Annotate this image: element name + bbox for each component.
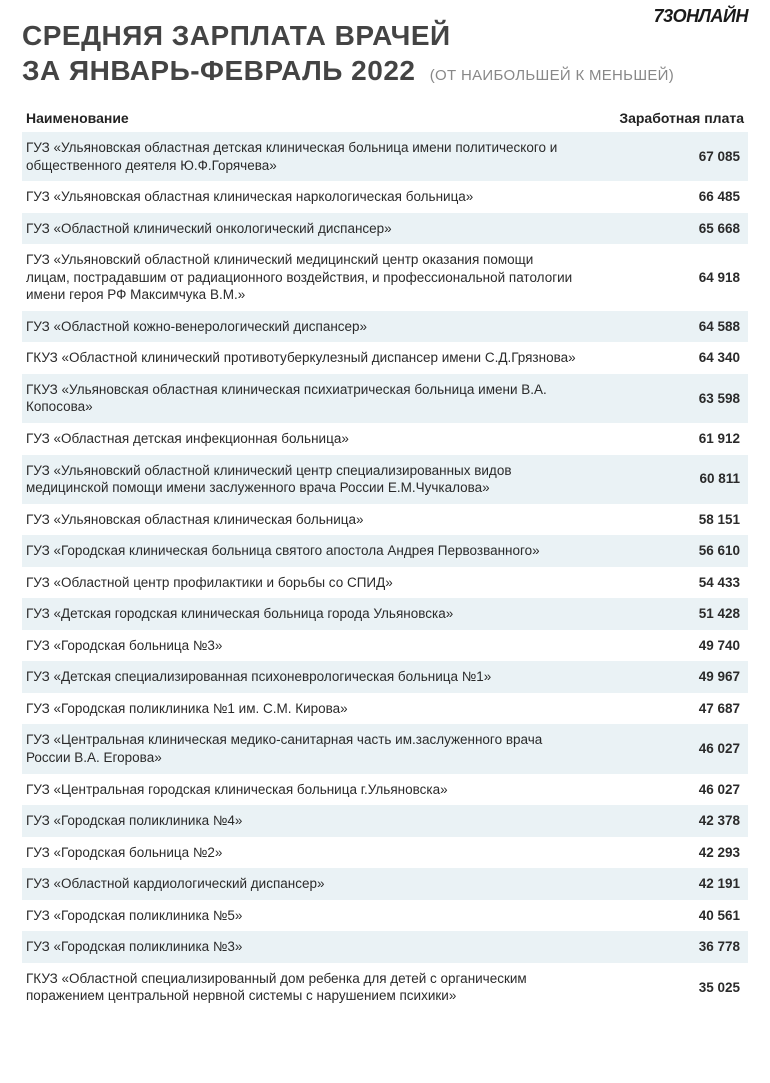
cell-salary: 46 027	[588, 774, 748, 806]
cell-salary: 51 428	[588, 598, 748, 630]
title-line1: СРЕДНЯЯ ЗАРПЛАТА ВРАЧЕЙ	[22, 20, 451, 51]
cell-salary: 35 025	[588, 963, 748, 1012]
table-row: ГУЗ «Областная детская инфекционная боль…	[22, 423, 748, 455]
salary-table: ГУЗ «Ульяновская областная детская клини…	[22, 132, 748, 1012]
table-row: ГУЗ «Городская больница №2»42 293	[22, 837, 748, 869]
col-header-name: Наименование	[26, 110, 129, 126]
table-row: ГУЗ «Городская поликлиника №1 им. С.М. К…	[22, 693, 748, 725]
cell-name: ГУЗ «Городская поликлиника №1 им. С.М. К…	[22, 693, 588, 725]
cell-salary: 67 085	[588, 132, 748, 181]
table-row: ГУЗ «Ульяновская областная детская клини…	[22, 132, 748, 181]
table-row: ГКУЗ «Областной клинический противотубер…	[22, 342, 748, 374]
brand-logo: 73ОНЛАЙН	[654, 6, 748, 27]
cell-name: ГУЗ «Центральная городская клиническая б…	[22, 774, 588, 806]
table-row: ГКУЗ «Областной специализированный дом р…	[22, 963, 748, 1012]
table-row: ГУЗ «Детская городская клиническая больн…	[22, 598, 748, 630]
cell-salary: 42 293	[588, 837, 748, 869]
table-row: ГУЗ «Ульяновский областной клинический ц…	[22, 455, 748, 504]
cell-salary: 56 610	[588, 535, 748, 567]
cell-salary: 40 561	[588, 900, 748, 932]
cell-salary: 66 485	[588, 181, 748, 213]
cell-name: ГУЗ «Ульяновская областная клиническая б…	[22, 504, 588, 536]
cell-name: ГУЗ «Городская больница №3»	[22, 630, 588, 662]
cell-name: ГКУЗ «Ульяновская областная клиническая …	[22, 374, 588, 423]
cell-name: ГУЗ «Областной кардиологический диспансе…	[22, 868, 588, 900]
table-row: ГУЗ «Городская поликлиника №3»36 778	[22, 931, 748, 963]
table-row: ГУЗ «Ульяновская областная клиническая б…	[22, 504, 748, 536]
table-header: Наименование Заработная плата	[22, 110, 748, 132]
cell-name: ГУЗ «Детская городская клиническая больн…	[22, 598, 588, 630]
table-row: ГУЗ «Городская клиническая больница свят…	[22, 535, 748, 567]
cell-name: ГУЗ «Ульяновская областная детская клини…	[22, 132, 588, 181]
table-row: ГУЗ «Областной кожно-венерологический ди…	[22, 311, 748, 343]
table-row: ГУЗ «Центральная городская клиническая б…	[22, 774, 748, 806]
cell-salary: 49 967	[588, 661, 748, 693]
cell-salary: 42 191	[588, 868, 748, 900]
cell-name: ГУЗ «Городская больница №2»	[22, 837, 588, 869]
cell-salary: 63 598	[588, 374, 748, 423]
title-line2: ЗА ЯНВАРЬ-ФЕВРАЛЬ 2022	[22, 55, 415, 86]
cell-name: ГУЗ «Областная детская инфекционная боль…	[22, 423, 588, 455]
table-row: ГУЗ «Областной клинический онкологически…	[22, 213, 748, 245]
cell-salary: 64 588	[588, 311, 748, 343]
table-row: ГУЗ «Областной центр профилактики и борь…	[22, 567, 748, 599]
table-row: ГУЗ «Ульяновская областная клиническая н…	[22, 181, 748, 213]
cell-salary: 58 151	[588, 504, 748, 536]
table-row: ГУЗ «Городская поликлиника №4»42 378	[22, 805, 748, 837]
cell-salary: 64 918	[588, 244, 748, 311]
cell-name: ГУЗ «Центральная клиническая медико-сани…	[22, 724, 588, 773]
cell-name: ГУЗ «Детская специализированная психонев…	[22, 661, 588, 693]
title-subtitle: (ОТ НАИБОЛЬШЕЙ К МЕНЬШЕЙ)	[430, 67, 674, 84]
cell-name: ГУЗ «Городская клиническая больница свят…	[22, 535, 588, 567]
cell-name: ГКУЗ «Областной специализированный дом р…	[22, 963, 588, 1012]
cell-salary: 47 687	[588, 693, 748, 725]
table-row: ГУЗ «Центральная клиническая медико-сани…	[22, 724, 748, 773]
cell-salary: 65 668	[588, 213, 748, 245]
col-header-salary: Заработная плата	[619, 110, 744, 126]
cell-name: ГУЗ «Городская поликлиника №4»	[22, 805, 588, 837]
cell-name: ГУЗ «Городская поликлиника №5»	[22, 900, 588, 932]
cell-name: ГУЗ «Областной кожно-венерологический ди…	[22, 311, 588, 343]
page-title: СРЕДНЯЯ ЗАРПЛАТА ВРАЧЕЙ ЗА ЯНВАРЬ-ФЕВРАЛ…	[22, 18, 748, 88]
cell-salary: 36 778	[588, 931, 748, 963]
cell-name: ГУЗ «Городская поликлиника №3»	[22, 931, 588, 963]
table-row: ГУЗ «Ульяновский областной клинический м…	[22, 244, 748, 311]
table-row: ГУЗ «Городская поликлиника №5»40 561	[22, 900, 748, 932]
cell-name: ГКУЗ «Областной клинический противотубер…	[22, 342, 588, 374]
table-row: ГУЗ «Детская специализированная психонев…	[22, 661, 748, 693]
cell-salary: 49 740	[588, 630, 748, 662]
cell-salary: 60 811	[588, 455, 748, 504]
cell-name: ГУЗ «Ульяновская областная клиническая н…	[22, 181, 588, 213]
cell-salary: 46 027	[588, 724, 748, 773]
table-row: ГУЗ «Городская больница №3»49 740	[22, 630, 748, 662]
cell-name: ГУЗ «Областной клинический онкологически…	[22, 213, 588, 245]
cell-salary: 42 378	[588, 805, 748, 837]
cell-salary: 61 912	[588, 423, 748, 455]
table-row: ГУЗ «Областной кардиологический диспансе…	[22, 868, 748, 900]
cell-name: ГУЗ «Ульяновский областной клинический м…	[22, 244, 588, 311]
cell-salary: 64 340	[588, 342, 748, 374]
cell-salary: 54 433	[588, 567, 748, 599]
cell-name: ГУЗ «Областной центр профилактики и борь…	[22, 567, 588, 599]
table-row: ГКУЗ «Ульяновская областная клиническая …	[22, 374, 748, 423]
cell-name: ГУЗ «Ульяновский областной клинический ц…	[22, 455, 588, 504]
